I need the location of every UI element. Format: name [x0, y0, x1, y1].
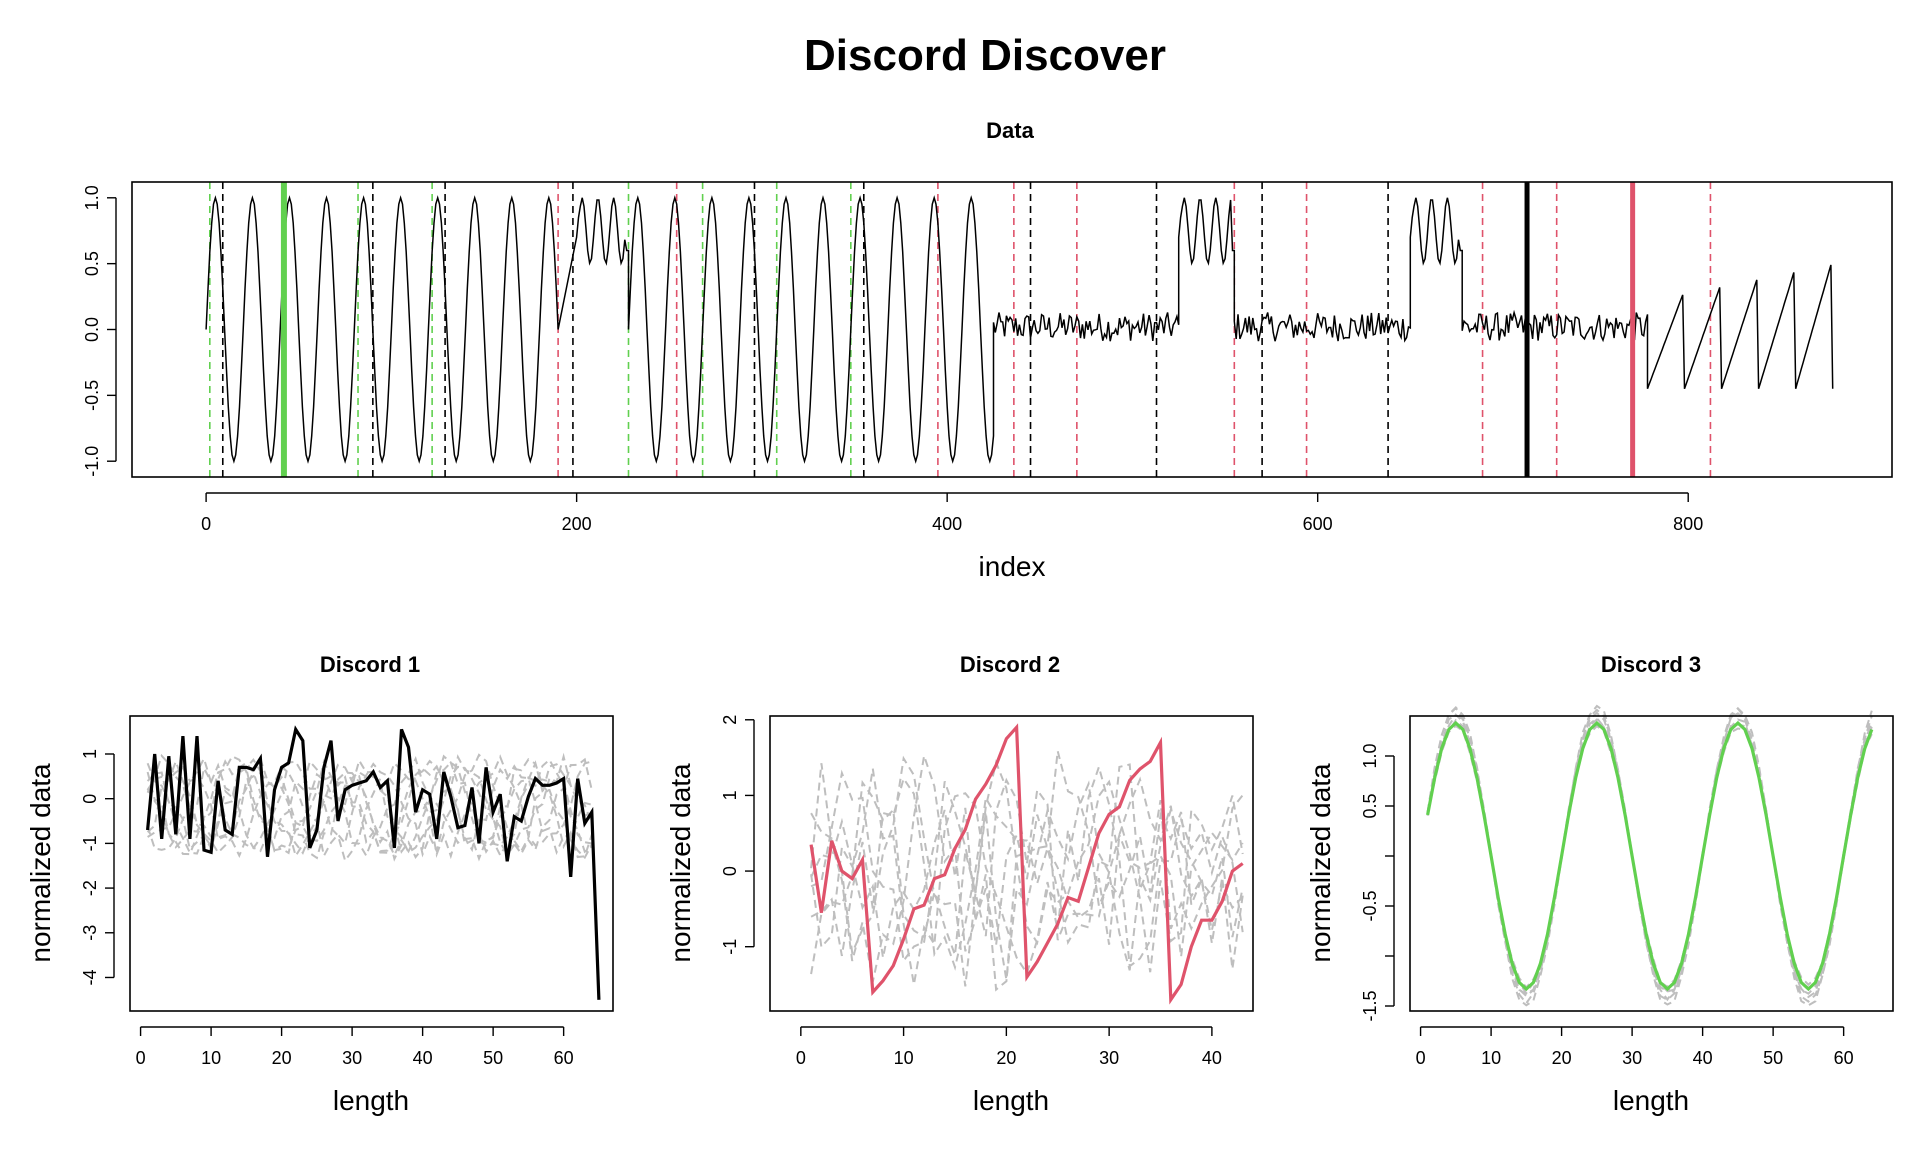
discord-2-y-tick-label: 2	[720, 715, 740, 725]
discord-1-x-tick-label: 30	[342, 1048, 362, 1068]
discord-3-y-tick-label: -1.5	[1360, 990, 1380, 1021]
discord-1-y-tick-label: 1	[80, 749, 100, 759]
discord-1-neighbor-line	[146, 753, 593, 859]
data-panel-y-tick-label: 0.5	[82, 251, 102, 276]
discord-1-y-tick-label: 0	[80, 794, 100, 804]
discord-3-line	[1426, 720, 1874, 992]
discord-2-x-tick-label: 30	[1099, 1048, 1119, 1068]
discord-2-y-tick-label: -1	[720, 939, 740, 955]
discord-1-neighbor-line	[146, 759, 593, 860]
discord-1-neighbor-line	[146, 755, 593, 858]
discord-2-frame	[769, 715, 1254, 1012]
figure-title: Discord Discover	[804, 31, 1166, 80]
discord-3-x-tick-label: 50	[1763, 1048, 1783, 1068]
discord-1-y-tick-label: -1	[80, 835, 100, 851]
discord-2-neighbor-line	[810, 755, 1244, 982]
discord-2-x-tick-label: 40	[1202, 1048, 1222, 1068]
discord-3-x-tick-label: 40	[1693, 1048, 1713, 1068]
discord-1-neighbor-line	[146, 752, 593, 860]
data-panel-x-tick-label: 0	[201, 514, 211, 534]
discord-3-neighbor-line	[1426, 704, 1873, 1007]
discord-2-x-tick-label: 10	[894, 1048, 914, 1068]
discord-2-x-tick-label: 20	[996, 1048, 1016, 1068]
discord-3-x-tick-label: 60	[1834, 1048, 1854, 1068]
data-series-line	[205, 195, 1834, 464]
discord-3-title: Discord 3	[1601, 652, 1701, 677]
data-panel-y-tick-label: 0.0	[82, 317, 102, 342]
discord-2-panel: Discord 2 0 10 20 30 40 -1 0 1 2 length normali…	[665, 652, 1254, 1116]
discord-2-neighbor-line	[810, 763, 1244, 971]
discord-3-y-tick-label: -0.5	[1360, 890, 1380, 921]
data-panel-x-tick-label: 400	[932, 514, 962, 534]
discord-1-xlabel: length	[333, 1085, 409, 1116]
discord-1-ylabel: normalized data	[25, 763, 56, 963]
discord-1-y-tick-label: -2	[80, 880, 100, 896]
discord-2-title: Discord 2	[960, 652, 1060, 677]
discord-2-xlabel: length	[973, 1085, 1049, 1116]
discord-1-neighbor-line	[146, 754, 593, 862]
discord-1-line	[146, 725, 601, 1000]
discord-1-panel: Discord 1 0 10 20 30 40 50 60 -4 -3 -2 -1 0 1 lengt…	[25, 652, 614, 1116]
discord-3-frame	[1409, 715, 1894, 1012]
discord-1-x-tick-label: 10	[201, 1048, 221, 1068]
discord-1-y-tick-label: -3	[80, 925, 100, 941]
discord-2-neighbor-line	[810, 755, 1244, 987]
discord-1-title: Discord 1	[320, 652, 420, 677]
discord-1-x-tick-label: 60	[554, 1048, 574, 1068]
discord-2-x-tick-label: 0	[796, 1048, 806, 1068]
data-panel-x-tick-label: 800	[1673, 514, 1703, 534]
data-panel: Data 0 200 400 600 800 -1.0 -0.5 0.0 0.5 1.0 ind…	[82, 118, 1893, 582]
discord-1-x-tick-label: 50	[483, 1048, 503, 1068]
discord-2-neighbor-line	[810, 763, 1244, 985]
discord-2-line	[809, 723, 1244, 1005]
discord-3-xlabel: length	[1613, 1085, 1689, 1116]
discord-2-y-tick-label: 0	[720, 866, 740, 876]
discord-1-x-tick-label: 40	[413, 1048, 433, 1068]
data-panel-y-tick-label: -1.0	[82, 446, 102, 477]
discord-3-x-tick-label: 30	[1622, 1048, 1642, 1068]
data-panel-x-tick-label: 200	[562, 514, 592, 534]
discord-2-y-tick-label: 1	[720, 790, 740, 800]
discord-3-y-tick-label: 1.0	[1360, 743, 1380, 768]
discord-1-y-tick-label: -4	[80, 969, 100, 985]
discord-1-neighbor-line	[146, 753, 593, 859]
discord-1-frame	[129, 715, 614, 1012]
discord-1-x-tick-label: 0	[136, 1048, 146, 1068]
discord-2-neighbor-line	[810, 750, 1244, 992]
discord-3-ylabel: normalized data	[1305, 763, 1336, 963]
data-panel-frame	[131, 181, 1893, 478]
data-panel-x-tick-label: 600	[1303, 514, 1333, 534]
data-panel-title: Data	[986, 118, 1034, 143]
data-panel-y-tick-label: 1.0	[82, 185, 102, 210]
discord-2-ylabel: normalized data	[665, 763, 696, 963]
discord-3-y-tick-label: 0.5	[1360, 793, 1380, 818]
discord-3-x-tick-label: 10	[1481, 1048, 1501, 1068]
discord-1-x-tick-label: 20	[272, 1048, 292, 1068]
discord-3-x-tick-label: 0	[1416, 1048, 1426, 1068]
data-panel-y-tick-label: -0.5	[82, 380, 102, 411]
discord-3-x-tick-label: 20	[1552, 1048, 1572, 1068]
discord-3-panel: Discord 3 0 10 20 30 40 50 60 -1.5 -0.5 0.5 1.0 l…	[1305, 652, 1894, 1116]
data-panel-xlabel: index	[979, 551, 1046, 582]
